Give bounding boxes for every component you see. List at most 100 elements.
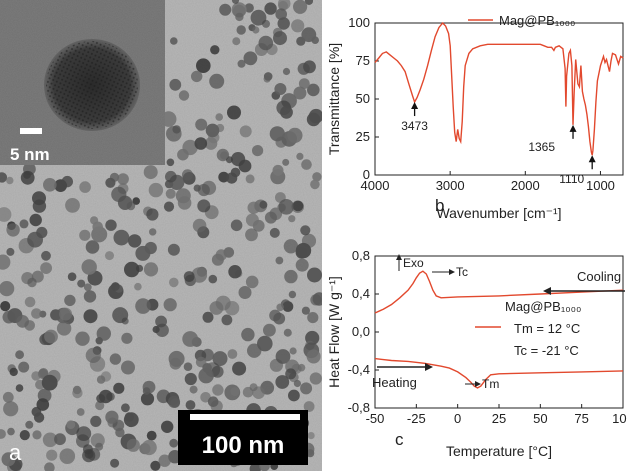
nanoparticle — [20, 170, 35, 185]
tc-value: Tc = -21 °C — [514, 343, 579, 358]
nanoparticle — [289, 347, 297, 355]
nanoparticle — [146, 430, 157, 441]
nanoparticle — [163, 201, 175, 212]
nanoparticle — [167, 395, 181, 408]
nanoparticle — [287, 127, 303, 143]
ftir-peak-arrowhead — [569, 124, 577, 132]
dsc-x-tick-label: 75 — [574, 411, 588, 426]
nanoparticle — [96, 375, 106, 384]
ftir-y-axis-label: Transmittance [%] — [326, 43, 342, 155]
nanoparticle — [92, 221, 103, 233]
nanoparticle — [83, 283, 92, 292]
ftir-y-tick-label: 0 — [363, 167, 370, 182]
nanoparticle — [3, 401, 19, 417]
nanoparticle — [283, 239, 299, 254]
nanoparticle — [189, 385, 198, 394]
nanoparticle — [309, 372, 322, 385]
nanoparticle — [105, 410, 119, 424]
nanoparticle — [230, 219, 243, 232]
nanoparticle — [249, 383, 258, 392]
nanoparticle — [212, 351, 228, 367]
nanoparticle — [198, 368, 214, 384]
nanoparticle — [247, 343, 262, 358]
nanoparticle — [275, 349, 291, 364]
nanoparticle — [207, 396, 219, 408]
nanoparticle — [121, 403, 130, 413]
nanoparticle — [252, 26, 260, 34]
nanoparticle — [41, 374, 58, 391]
nanoparticle — [192, 218, 207, 233]
nanoparticle — [27, 231, 43, 248]
nanoparticle — [263, 72, 273, 81]
ftir-chart: 4000 3000 2000 1000 0 25 50 75 100 Mag@PB₁₀₀₀ Wa… — [325, 0, 627, 234]
nanoparticle — [7, 427, 15, 436]
nanoparticle — [143, 165, 158, 180]
nanoparticle — [143, 262, 159, 277]
nanoparticle — [65, 198, 80, 213]
nanoparticle — [24, 296, 36, 308]
nanoparticle — [258, 35, 274, 51]
nanoparticle — [9, 367, 18, 377]
dsc-y-axis-label: Heat Flow [W g⁻¹] — [326, 276, 342, 388]
nanoparticle — [158, 454, 171, 467]
nanoparticle — [117, 173, 129, 185]
nanoparticle — [77, 279, 86, 288]
nanoparticle — [142, 387, 151, 395]
dsc-chart: -50 -25 0 25 50 75 100 -0,8 -0,4 0,0 0,4 0,8 Temper… — [325, 236, 627, 471]
nanoparticle — [105, 219, 117, 231]
ftir-legend-label: Mag@PB₁₀₀₀ — [499, 13, 575, 28]
nanoparticle — [123, 412, 139, 428]
nanoparticle — [247, 201, 260, 214]
nanoparticle — [275, 136, 287, 148]
nanoparticle — [275, 375, 290, 389]
ftir-plot-frame — [374, 22, 624, 176]
nanoparticle — [274, 83, 287, 95]
nanoparticle — [307, 83, 320, 97]
nanoparticle — [303, 401, 315, 412]
nanoparticle — [303, 60, 316, 74]
nanoparticle — [75, 331, 90, 346]
nanoparticle — [263, 323, 276, 337]
nanoparticle — [64, 294, 76, 307]
nanoparticle — [210, 45, 220, 55]
dsc-y-tick-label: 0,0 — [352, 324, 370, 339]
nanoparticle — [83, 309, 98, 324]
nanoparticle — [238, 286, 252, 299]
nanoparticle — [6, 247, 15, 256]
nanoparticle — [128, 234, 142, 248]
nanoparticle — [288, 389, 300, 402]
nanoparticle — [291, 19, 305, 33]
nanoparticle — [126, 201, 136, 211]
nanoparticle — [297, 363, 306, 372]
nanoparticle — [257, 335, 273, 352]
nanoparticle — [280, 105, 293, 119]
nanoparticle — [277, 17, 290, 30]
nanoparticle — [205, 123, 220, 138]
tem-micrograph-panel: 5 nm 100 nm a — [0, 0, 326, 475]
nanoparticle — [194, 137, 208, 150]
nanoparticle — [112, 307, 129, 324]
nanoparticle — [215, 113, 223, 121]
nanoparticle — [288, 215, 296, 223]
ftir-x-tick-label: 2000 — [511, 178, 540, 193]
nanoparticle — [61, 175, 73, 188]
nanoparticle — [168, 350, 185, 367]
nanoparticle — [0, 172, 8, 183]
nanoparticle — [81, 259, 97, 275]
dsc-y-tick-label: -0,8 — [348, 400, 370, 415]
nanoparticle — [0, 281, 15, 297]
nanoparticle — [98, 389, 113, 404]
nanoparticle — [273, 31, 287, 46]
nanoparticle — [283, 328, 292, 337]
nanoparticle — [196, 58, 211, 73]
nanoparticle — [183, 362, 193, 372]
nanoparticle — [307, 432, 315, 440]
tm-value: Tm = 12 °C — [514, 321, 580, 336]
nanoparticle — [245, 213, 259, 227]
ftir-peak-label: 1365 — [528, 140, 555, 154]
ftir-peak-label: 3473 — [401, 119, 428, 133]
nanoparticle — [293, 86, 307, 100]
dsc-annotations: Exo Tc Cooling Mag@PB₁₀₀₀ Tm = 12 °C Tc … — [372, 254, 625, 391]
nanoparticle — [273, 312, 286, 325]
nanoparticle — [300, 225, 311, 236]
